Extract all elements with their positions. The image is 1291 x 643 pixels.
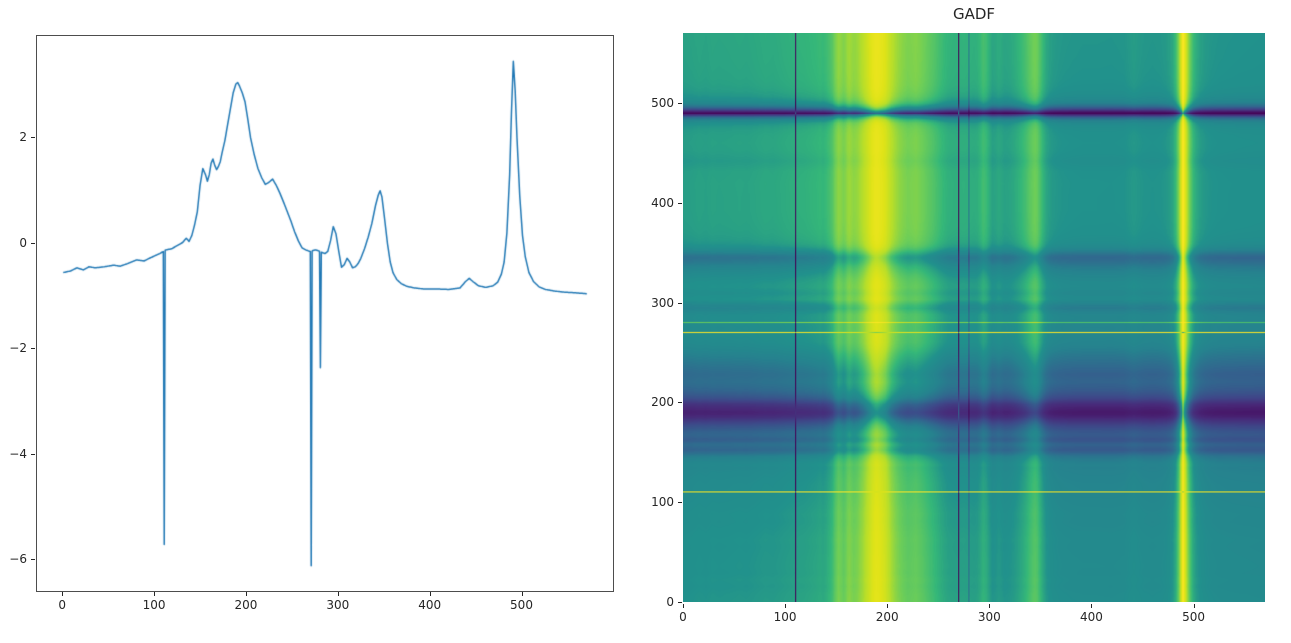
line-plot-canvas xyxy=(37,36,613,591)
tick-mark xyxy=(683,604,684,608)
tick-mark xyxy=(1091,604,1093,608)
tick-mark xyxy=(1193,604,1195,608)
tick-mark xyxy=(678,302,682,304)
y-tick-label: 200 xyxy=(651,395,674,410)
x-tick-label: 300 xyxy=(977,610,1001,624)
tick-mark xyxy=(62,592,64,596)
tick-mark xyxy=(887,604,889,608)
x-tick-label: 300 xyxy=(326,598,350,612)
tick-mark xyxy=(245,592,247,596)
y-tick-label: 400 xyxy=(651,195,674,210)
tick-mark xyxy=(337,592,339,596)
x-tick-label: 200 xyxy=(875,610,899,624)
tick-mark xyxy=(31,136,35,138)
tick-mark xyxy=(678,102,682,104)
x-tick-label: 100 xyxy=(142,598,166,612)
gadf-heatmap-canvas xyxy=(683,33,1265,602)
tick-mark xyxy=(678,502,682,504)
tick-mark xyxy=(785,604,787,608)
gadf-title: GADF xyxy=(952,5,996,23)
tick-mark xyxy=(678,402,682,404)
gadf-heatmap-area xyxy=(683,33,1265,602)
y-tick-label: 0 xyxy=(19,235,27,250)
x-tick-label: 500 xyxy=(1182,610,1205,624)
tick-mark xyxy=(31,242,35,244)
tick-mark xyxy=(429,592,431,596)
tick-mark xyxy=(521,592,523,596)
tick-mark xyxy=(154,592,156,596)
x-tick-label: 100 xyxy=(773,610,797,624)
y-tick-label: 2 xyxy=(19,129,27,144)
x-tick-label: 400 xyxy=(418,598,442,612)
x-tick-label: 500 xyxy=(510,598,533,612)
tick-mark xyxy=(31,559,35,561)
line-plot-area xyxy=(36,35,614,592)
x-tick-label: 400 xyxy=(1079,610,1103,624)
tick-mark xyxy=(678,602,682,603)
tick-mark xyxy=(678,202,682,204)
x-tick-label: 0 xyxy=(679,610,687,624)
y-tick-label: 100 xyxy=(651,495,674,510)
y-tick-label: −4 xyxy=(9,446,27,461)
tick-mark xyxy=(31,348,35,350)
y-tick-label: −6 xyxy=(9,552,27,567)
tick-mark xyxy=(989,604,991,608)
x-tick-label: 200 xyxy=(234,598,258,612)
tick-mark xyxy=(31,453,35,455)
x-tick-label: 0 xyxy=(58,598,66,612)
y-tick-label: 500 xyxy=(651,95,674,110)
y-tick-label: −2 xyxy=(9,341,27,356)
y-tick-label: 300 xyxy=(651,295,674,310)
y-tick-label: 0 xyxy=(666,595,674,609)
